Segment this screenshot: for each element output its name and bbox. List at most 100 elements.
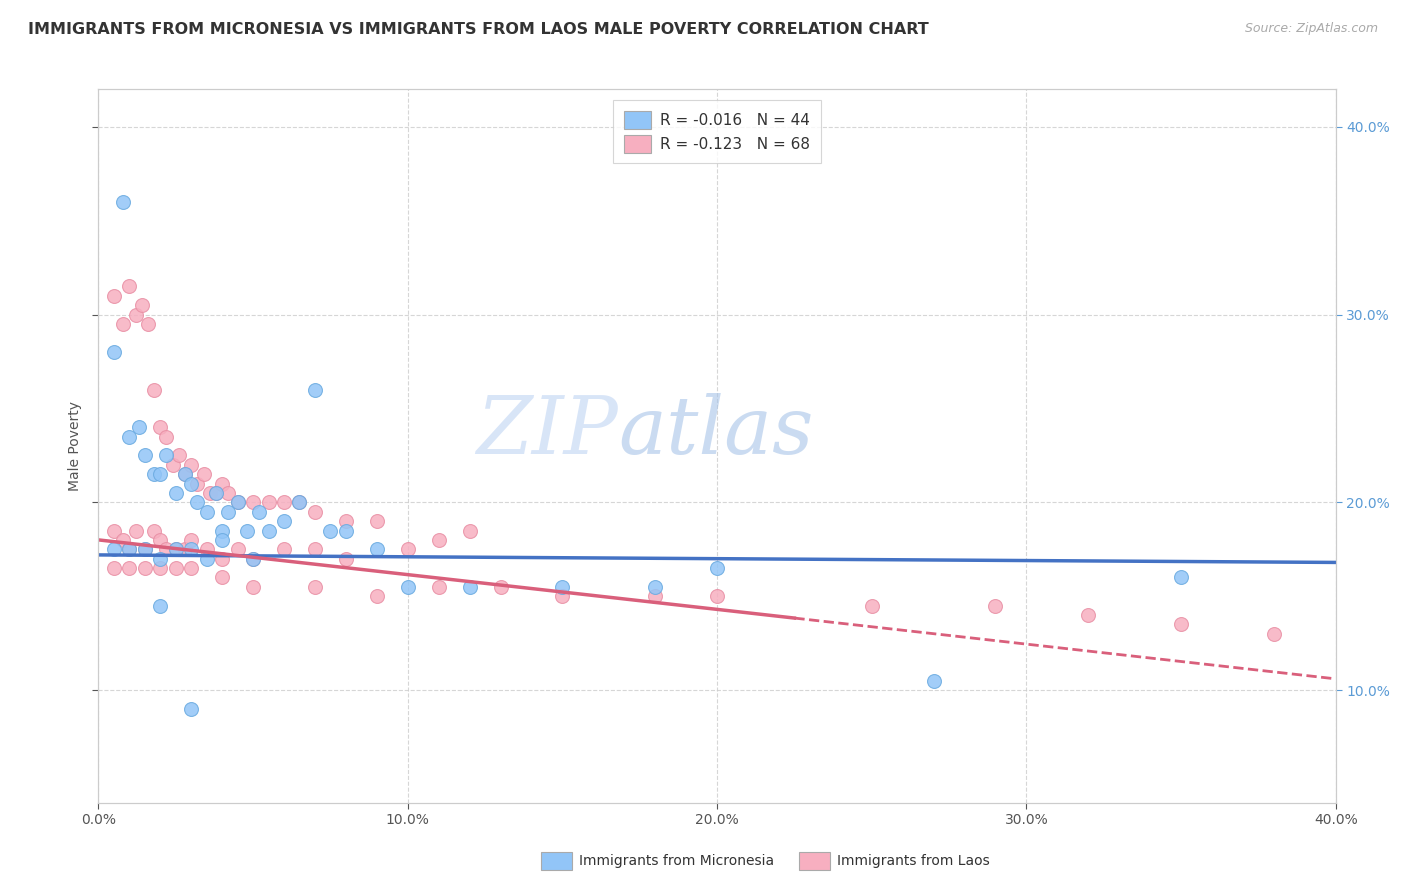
Point — [304, 383, 326, 397]
Point — [242, 580, 264, 594]
Point — [366, 514, 388, 528]
Point — [304, 580, 326, 594]
Point — [860, 599, 883, 613]
Point — [1170, 570, 1192, 584]
Point — [217, 505, 239, 519]
Point — [174, 467, 197, 482]
Text: Source: ZipAtlas.com: Source: ZipAtlas.com — [1244, 22, 1378, 36]
Point — [103, 542, 125, 557]
Point — [118, 561, 141, 575]
Point — [143, 383, 166, 397]
Point — [143, 524, 166, 538]
Point — [335, 514, 357, 528]
Point — [195, 551, 218, 566]
Point — [335, 551, 357, 566]
Point — [288, 495, 311, 509]
Point — [706, 589, 728, 603]
Point — [180, 533, 202, 547]
Point — [165, 486, 187, 500]
Point — [211, 533, 233, 547]
Point — [186, 476, 208, 491]
Point — [165, 561, 187, 575]
Point — [366, 589, 388, 603]
Point — [165, 542, 187, 557]
Point — [551, 589, 574, 603]
Point — [1170, 617, 1192, 632]
Point — [427, 533, 450, 547]
Point — [103, 561, 125, 575]
Point — [335, 524, 357, 538]
Point — [1077, 607, 1099, 622]
Point — [112, 194, 135, 209]
Point — [167, 449, 190, 463]
Point — [458, 524, 481, 538]
Point — [551, 580, 574, 594]
Point — [396, 542, 419, 557]
Point — [149, 467, 172, 482]
Point — [180, 458, 202, 472]
Point — [706, 561, 728, 575]
Point — [103, 289, 125, 303]
Point — [180, 561, 202, 575]
Point — [217, 486, 239, 500]
Point — [195, 542, 218, 557]
Point — [124, 524, 146, 538]
Point — [165, 542, 187, 557]
Point — [304, 542, 326, 557]
Point — [211, 524, 233, 538]
Point — [319, 524, 342, 538]
Point — [304, 505, 326, 519]
Text: Immigrants from Laos: Immigrants from Laos — [837, 854, 990, 868]
Point — [205, 486, 228, 500]
Text: ZIP: ZIP — [477, 393, 619, 470]
Y-axis label: Male Poverty: Male Poverty — [69, 401, 83, 491]
Point — [134, 561, 156, 575]
Point — [226, 495, 249, 509]
Point — [242, 551, 264, 566]
Point — [131, 298, 153, 312]
Point — [242, 551, 264, 566]
Point — [366, 542, 388, 557]
Point — [180, 476, 202, 491]
Point — [143, 467, 166, 482]
Point — [205, 486, 228, 500]
Point — [288, 495, 311, 509]
Point — [155, 449, 177, 463]
Point — [149, 420, 172, 434]
Legend: R = -0.016   N = 44, R = -0.123   N = 68: R = -0.016 N = 44, R = -0.123 N = 68 — [613, 101, 821, 163]
Text: IMMIGRANTS FROM MICRONESIA VS IMMIGRANTS FROM LAOS MALE POVERTY CORRELATION CHAR: IMMIGRANTS FROM MICRONESIA VS IMMIGRANTS… — [28, 22, 929, 37]
Point — [103, 524, 125, 538]
Point — [211, 476, 233, 491]
Point — [112, 533, 135, 547]
Point — [984, 599, 1007, 613]
Point — [922, 673, 945, 688]
Point — [174, 467, 197, 482]
Point — [211, 551, 233, 566]
Point — [242, 495, 264, 509]
Text: Immigrants from Micronesia: Immigrants from Micronesia — [579, 854, 775, 868]
Point — [103, 345, 125, 359]
Point — [124, 308, 146, 322]
Point — [128, 420, 150, 434]
Point — [1263, 627, 1285, 641]
Point — [226, 542, 249, 557]
Point — [155, 429, 177, 443]
Point — [273, 495, 295, 509]
Point — [198, 486, 221, 500]
Point — [236, 524, 259, 538]
Point — [427, 580, 450, 594]
Point — [155, 542, 177, 557]
Point — [458, 580, 481, 594]
Point — [149, 551, 172, 566]
Point — [149, 561, 172, 575]
Point — [396, 580, 419, 594]
Point — [149, 599, 172, 613]
Point — [257, 495, 280, 509]
Point — [118, 279, 141, 293]
Point — [174, 542, 197, 557]
Point — [112, 317, 135, 331]
Point — [118, 542, 141, 557]
Point — [257, 524, 280, 538]
Point — [273, 542, 295, 557]
Point — [644, 589, 666, 603]
